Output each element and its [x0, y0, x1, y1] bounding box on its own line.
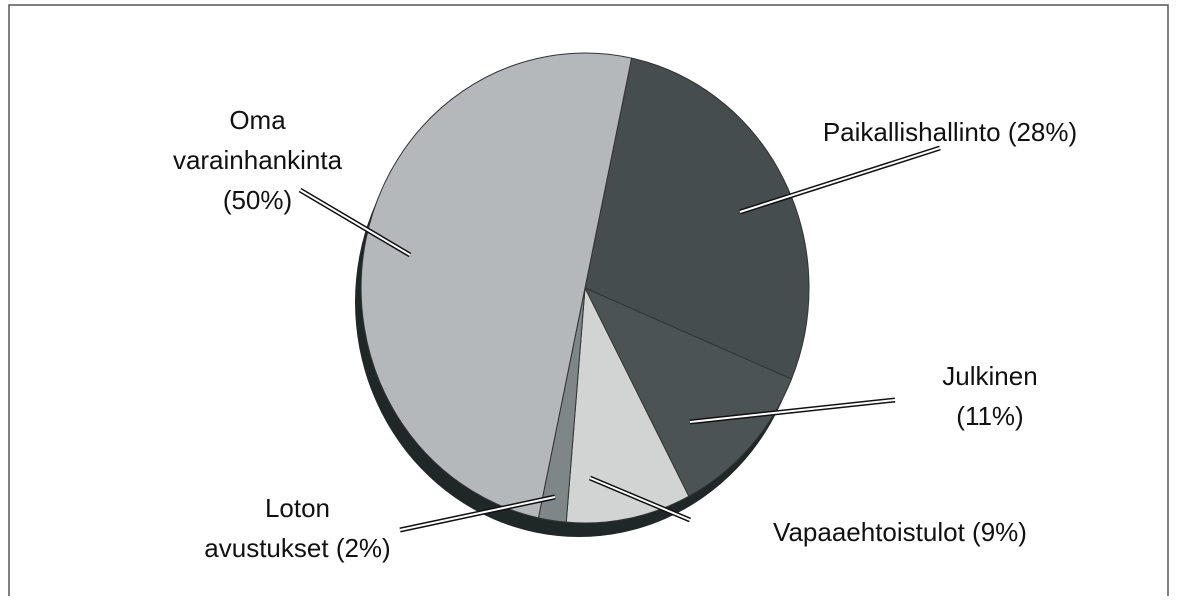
category-label: Loton avustukset [204, 493, 331, 563]
value-label: (28%) [1007, 117, 1078, 147]
frame [8, 4, 1169, 596]
slice-label: Oma varainhankinta (50%) [165, 100, 350, 220]
pie-slice [584, 57, 810, 380]
leader-line [399, 496, 556, 531]
value-label: (50%) [222, 185, 293, 215]
leader-line [589, 477, 691, 521]
pie-slice [360, 52, 633, 519]
value-label: (2%) [335, 533, 391, 563]
slice-label: Paikallishallinto (28%) [760, 112, 1140, 152]
pie-slice [583, 286, 793, 497]
category-label: Oma varainhankinta [172, 105, 343, 175]
slice-label: Julkinen (11%) [890, 356, 1090, 436]
category-label: Vapaaehtoistulot [773, 517, 965, 547]
slice-label: Loton avustukset (2%) [200, 488, 395, 568]
value-label: (9%) [972, 517, 1027, 547]
category-label: Julkinen [942, 361, 1038, 391]
leader-line [299, 189, 411, 256]
slice-label: Vapaaehtoistulot (9%) [700, 512, 1100, 552]
leader-line [739, 147, 941, 213]
value-label: (11%) [956, 401, 1024, 431]
pie-slice [565, 286, 690, 524]
leader-line [689, 399, 896, 423]
category-label: Paikallishallinto [822, 117, 1001, 147]
